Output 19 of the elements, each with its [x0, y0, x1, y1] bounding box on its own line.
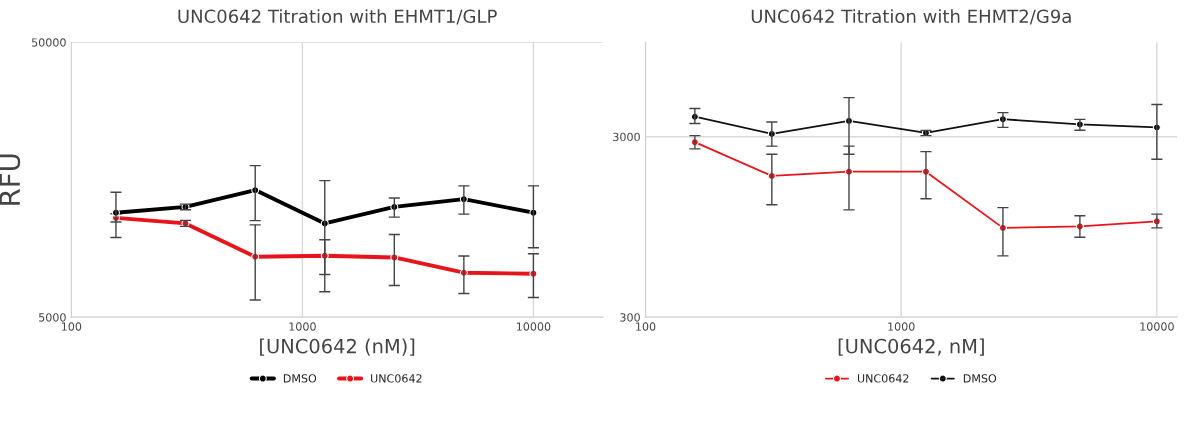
- x-tick-label: 10000: [516, 322, 551, 331]
- x-tick-label: 100: [636, 322, 656, 331]
- legend-label: UNC0642: [857, 374, 909, 383]
- chart-title: UNC0642 Titration with EHMT2/G9a: [751, 9, 1071, 25]
- x-axis-title: [UNC0642, nM]: [838, 338, 984, 356]
- x-tick-label: 1000: [289, 322, 316, 331]
- x-axis-title: [UNC0642 (nM)]: [260, 338, 415, 356]
- x-tick-label: 100: [61, 322, 82, 331]
- y-tick-label: 300: [620, 313, 640, 322]
- y-tick-label: 50000: [31, 38, 66, 47]
- y-tick-label: 3000: [613, 132, 640, 142]
- x-tick-label: 10000: [1140, 322, 1174, 331]
- legend-label: DMSO: [963, 374, 997, 383]
- chart-title: UNC0642 Titration with EHMT1/GLP: [178, 9, 497, 25]
- y-tick-label: 5000: [39, 313, 66, 322]
- y-axis-title: RFU: [0, 154, 21, 205]
- x-tick-label: 1000: [888, 322, 915, 331]
- legend-label: DMSO: [283, 374, 317, 383]
- legend-label: UNC0642: [371, 374, 422, 383]
